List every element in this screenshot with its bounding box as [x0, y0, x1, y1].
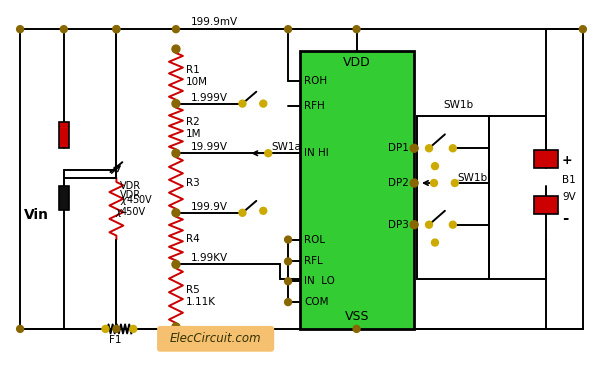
- Text: SW1b: SW1b: [458, 173, 488, 183]
- Circle shape: [353, 26, 360, 33]
- Circle shape: [353, 325, 360, 332]
- Circle shape: [425, 145, 433, 152]
- Text: 199.9mV: 199.9mV: [191, 17, 238, 27]
- Circle shape: [425, 221, 433, 228]
- Text: DP3: DP3: [388, 220, 409, 230]
- Text: 1.99KV: 1.99KV: [191, 254, 228, 263]
- Text: R1: R1: [186, 66, 200, 75]
- Circle shape: [172, 261, 180, 268]
- Circle shape: [113, 26, 120, 33]
- Circle shape: [284, 258, 292, 265]
- Text: 450V: 450V: [121, 207, 145, 217]
- Circle shape: [102, 325, 109, 332]
- Text: SW1a: SW1a: [271, 142, 301, 152]
- Text: SW1b: SW1b: [444, 100, 474, 110]
- Bar: [417, 116, 488, 279]
- Bar: [59, 123, 69, 148]
- Circle shape: [580, 26, 586, 33]
- Circle shape: [172, 323, 180, 331]
- Text: RFL: RFL: [304, 256, 323, 266]
- Circle shape: [260, 100, 267, 107]
- Circle shape: [431, 163, 439, 170]
- Circle shape: [410, 221, 418, 229]
- Circle shape: [451, 180, 458, 187]
- Text: B1: B1: [562, 175, 576, 185]
- Circle shape: [431, 239, 439, 246]
- Text: IN  LO: IN LO: [304, 276, 335, 286]
- Text: VSS: VSS: [345, 311, 370, 323]
- Text: R4: R4: [186, 234, 200, 244]
- Circle shape: [17, 26, 23, 33]
- Circle shape: [113, 26, 120, 33]
- Text: VDR: VDR: [121, 190, 142, 200]
- Text: 19.99V: 19.99V: [191, 142, 228, 152]
- Text: +: +: [562, 154, 572, 167]
- Text: COM: COM: [304, 297, 328, 307]
- Text: -: -: [562, 211, 568, 226]
- Text: R3: R3: [186, 178, 200, 188]
- FancyBboxPatch shape: [157, 326, 274, 352]
- Circle shape: [410, 179, 418, 187]
- Circle shape: [172, 149, 180, 157]
- Circle shape: [284, 298, 292, 305]
- Circle shape: [17, 325, 23, 332]
- Circle shape: [239, 100, 246, 107]
- Text: 10M: 10M: [186, 77, 208, 87]
- Text: ElecCircuit.com: ElecCircuit.com: [170, 332, 262, 345]
- Circle shape: [61, 26, 67, 33]
- Bar: [300, 51, 414, 329]
- Bar: [534, 196, 558, 214]
- Circle shape: [265, 150, 272, 157]
- Text: 9V: 9V: [562, 192, 576, 202]
- Circle shape: [239, 209, 246, 216]
- Text: IN HI: IN HI: [304, 148, 329, 158]
- Circle shape: [284, 236, 292, 243]
- Text: 1.11K: 1.11K: [186, 297, 216, 307]
- Circle shape: [172, 26, 179, 33]
- Text: VDR: VDR: [121, 181, 142, 191]
- Text: RFH: RFH: [304, 100, 325, 111]
- Text: 1M: 1M: [186, 130, 202, 139]
- Circle shape: [284, 26, 292, 33]
- Bar: [59, 186, 69, 210]
- Circle shape: [284, 278, 292, 285]
- Circle shape: [113, 325, 120, 332]
- Circle shape: [172, 45, 180, 53]
- Circle shape: [410, 144, 418, 152]
- Circle shape: [260, 207, 267, 214]
- Text: VDD: VDD: [343, 56, 371, 70]
- Circle shape: [172, 325, 179, 332]
- Circle shape: [449, 221, 457, 228]
- Text: R5: R5: [186, 285, 200, 295]
- Text: $\chi$450V: $\chi$450V: [121, 193, 154, 207]
- Circle shape: [172, 209, 180, 217]
- Text: ROH: ROH: [304, 76, 327, 86]
- Text: F1: F1: [109, 335, 122, 345]
- Text: DP2: DP2: [388, 178, 409, 188]
- Text: Vin: Vin: [23, 208, 49, 222]
- Text: ROL: ROL: [304, 234, 325, 245]
- Circle shape: [431, 180, 437, 187]
- Circle shape: [130, 325, 137, 332]
- Text: 199.9V: 199.9V: [191, 202, 228, 212]
- Bar: [534, 150, 558, 168]
- Text: R2: R2: [186, 117, 200, 127]
- Text: 1.999V: 1.999V: [191, 93, 228, 103]
- Circle shape: [172, 100, 180, 107]
- Circle shape: [449, 145, 457, 152]
- Text: $\chi$: $\chi$: [115, 207, 124, 219]
- Text: DP1: DP1: [388, 143, 409, 153]
